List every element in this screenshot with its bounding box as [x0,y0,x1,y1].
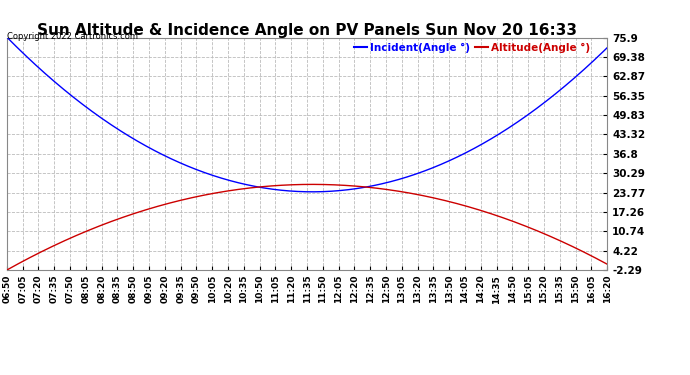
Legend: Incident(Angle °), Altitude(Angle °): Incident(Angle °), Altitude(Angle °) [355,43,590,53]
Text: Copyright 2022 Cartronics.com: Copyright 2022 Cartronics.com [7,32,138,41]
Title: Sun Altitude & Incidence Angle on PV Panels Sun Nov 20 16:33: Sun Altitude & Incidence Angle on PV Pan… [37,22,577,38]
